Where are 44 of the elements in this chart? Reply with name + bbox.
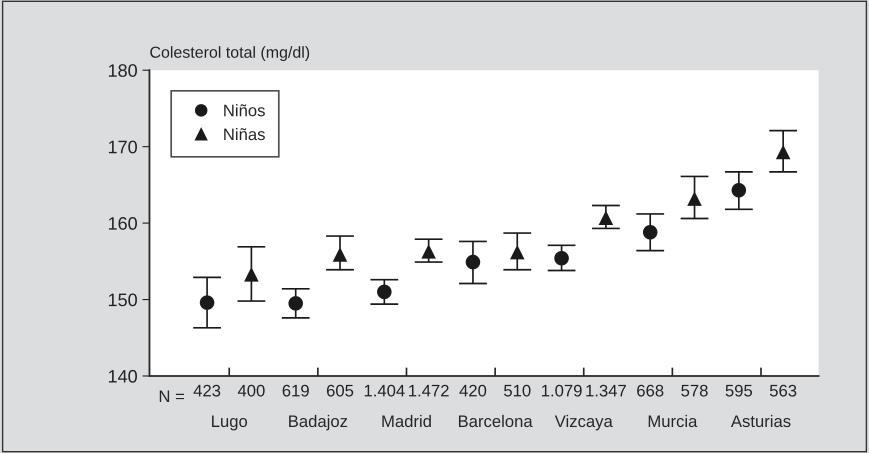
- point: [554, 250, 569, 266]
- point: [776, 144, 790, 160]
- x-tick-label: 1.347: [586, 384, 626, 397]
- y-tick-label: 170: [108, 140, 137, 154]
- point: [332, 247, 348, 262]
- x-tick-label: 595: [726, 384, 752, 397]
- point: [377, 284, 392, 300]
- x-tick-label: 619: [282, 384, 309, 397]
- text: Badajoz: [289, 414, 348, 430]
- text: N =: [160, 390, 184, 402]
- text: Vizcaya: [554, 414, 613, 430]
- point: [466, 254, 480, 270]
- x-tick-label: 605: [326, 384, 354, 397]
- x-tick-label: 423: [194, 384, 220, 397]
- x-tick-label: 510: [504, 384, 531, 397]
- point: [421, 244, 436, 259]
- x-tick-label: 668: [637, 384, 664, 397]
- text: Asturias: [730, 414, 790, 428]
- point: [200, 295, 214, 310]
- point: [598, 210, 614, 226]
- text: Barcelona: [458, 414, 533, 428]
- y-tick-label: 150: [108, 293, 137, 306]
- x-tick-label: 400: [238, 384, 265, 397]
- y-axis-title: Colesterol total (mg/dl): [150, 46, 310, 62]
- point: [642, 224, 658, 240]
- y-tick-label: 160: [108, 217, 137, 230]
- y-tick-label: 140: [108, 370, 137, 383]
- point: [244, 267, 259, 282]
- x-tick-label: 563: [770, 384, 796, 397]
- x-tick-label: 1.404: [364, 384, 405, 397]
- point: [687, 191, 702, 206]
- x-tick-label: 420: [459, 384, 486, 397]
- text: Madrid: [382, 414, 431, 428]
- point: [288, 296, 303, 311]
- legend-label: Niños: [224, 104, 265, 116]
- x-tick-label: 1.472: [409, 384, 449, 396]
- legend-label: Niñas: [224, 128, 265, 140]
- text: Murcia: [648, 414, 698, 428]
- text: Lugo: [212, 415, 248, 430]
- x-tick-label: 1.079: [542, 384, 582, 397]
- point: [510, 244, 525, 260]
- x-tick-label: 578: [681, 384, 708, 397]
- y-tick-label: 180: [108, 64, 137, 77]
- point: [732, 182, 746, 198]
